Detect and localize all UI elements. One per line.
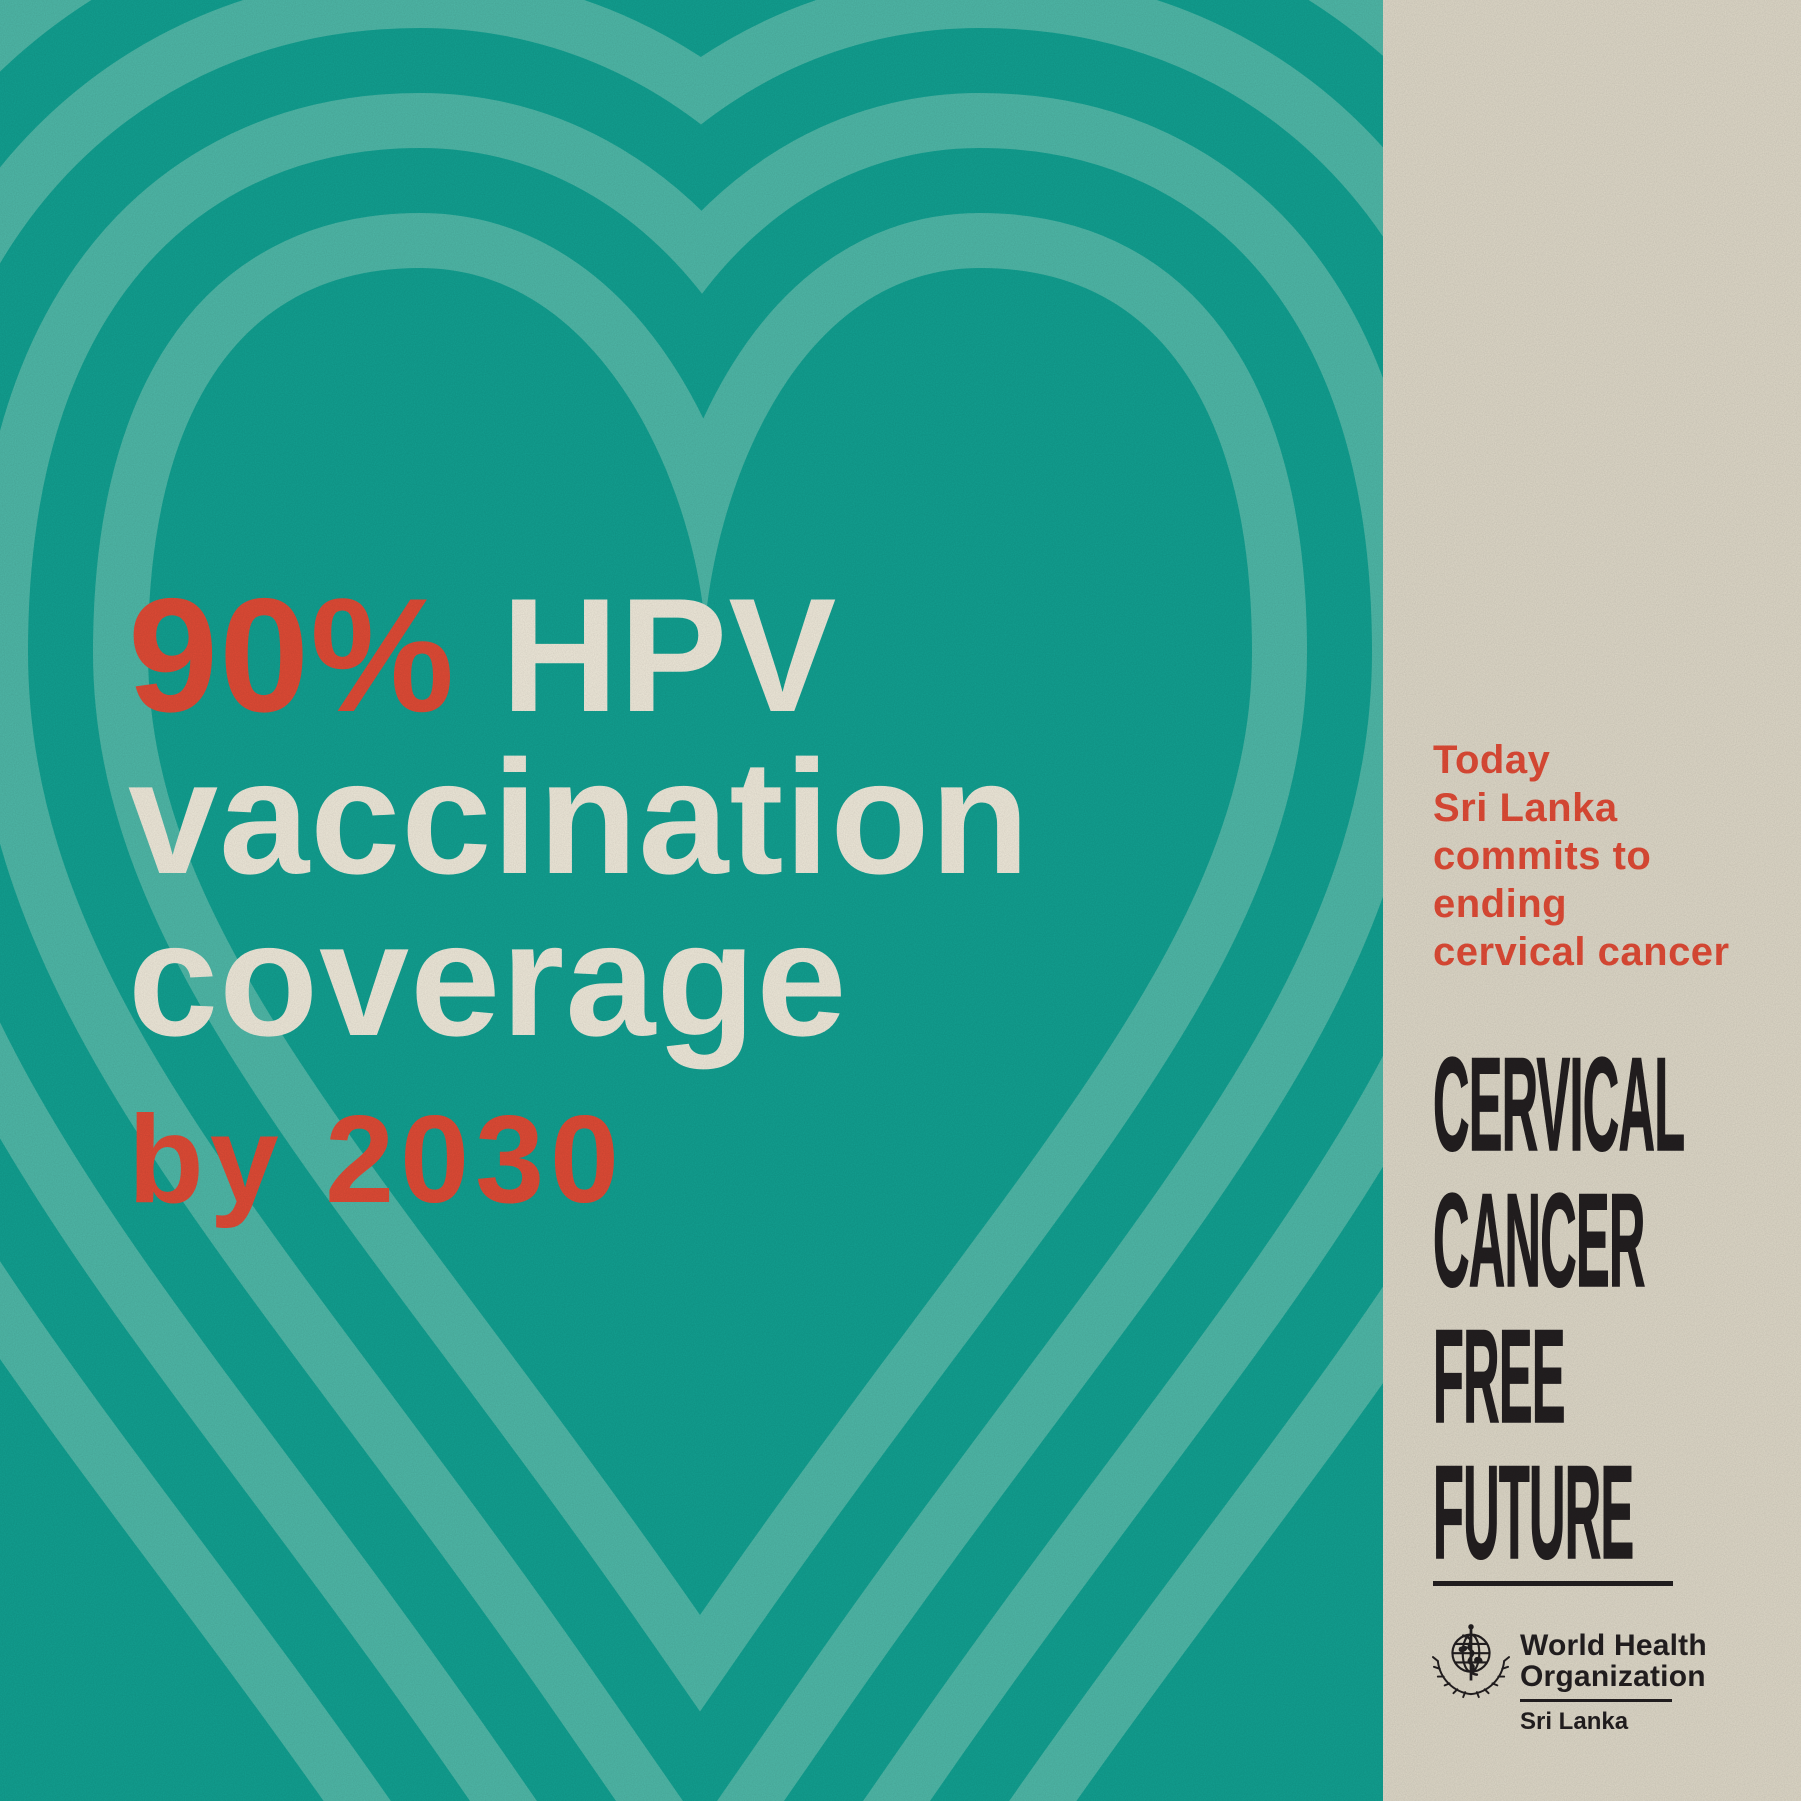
commitment-line: Today — [1433, 738, 1551, 782]
who-name-line: Organization — [1520, 1660, 1706, 1693]
headline: 90% HPV vaccination coverage — [128, 575, 1030, 1061]
campaign-underline — [1433, 1581, 1673, 1586]
campaign-line: CANCER — [1433, 1167, 1646, 1315]
commitment-line: cervical cancer — [1433, 930, 1730, 974]
who-logo: World Health Organization Sri Lanka — [1430, 1620, 1707, 1734]
headline-line-2: vaccination — [128, 727, 1031, 908]
campaign-wordmark: CERVICAL CANCER FREE FUTURE — [1433, 1031, 1801, 1587]
commitment-line: commits to — [1433, 834, 1652, 878]
info-sidebar: Today Sri Lanka commits to ending cervic… — [1383, 0, 1801, 1801]
who-logo-text: World Health Organization Sri Lanka — [1520, 1620, 1707, 1734]
campaign-line: FREE — [1433, 1303, 1566, 1451]
who-emblem-icon — [1431, 1624, 1511, 1699]
headline-topic: HPV — [501, 565, 838, 746]
campaign-line: CERVICAL — [1433, 1031, 1686, 1179]
headline-percent: 90% — [128, 565, 456, 746]
who-logo-rule — [1520, 1699, 1672, 1702]
who-country-label: Sri Lanka — [1520, 1707, 1629, 1735]
commitment-line: ending — [1433, 882, 1568, 926]
headline-line-1: 90% HPV — [128, 575, 1030, 737]
commitment-line: Sri Lanka — [1433, 786, 1618, 830]
campaign-line: FUTURE — [1433, 1439, 1635, 1587]
commitment-text: Today Sri Lanka commits to ending cervic… — [1433, 736, 1730, 976]
headline-deadline: by 2030 — [128, 1091, 626, 1229]
who-name-line: World Health — [1520, 1629, 1707, 1662]
headline-line-3: coverage — [128, 889, 848, 1070]
heart-panel: 90% HPV vaccination coverage by 2030 — [0, 0, 1383, 1801]
